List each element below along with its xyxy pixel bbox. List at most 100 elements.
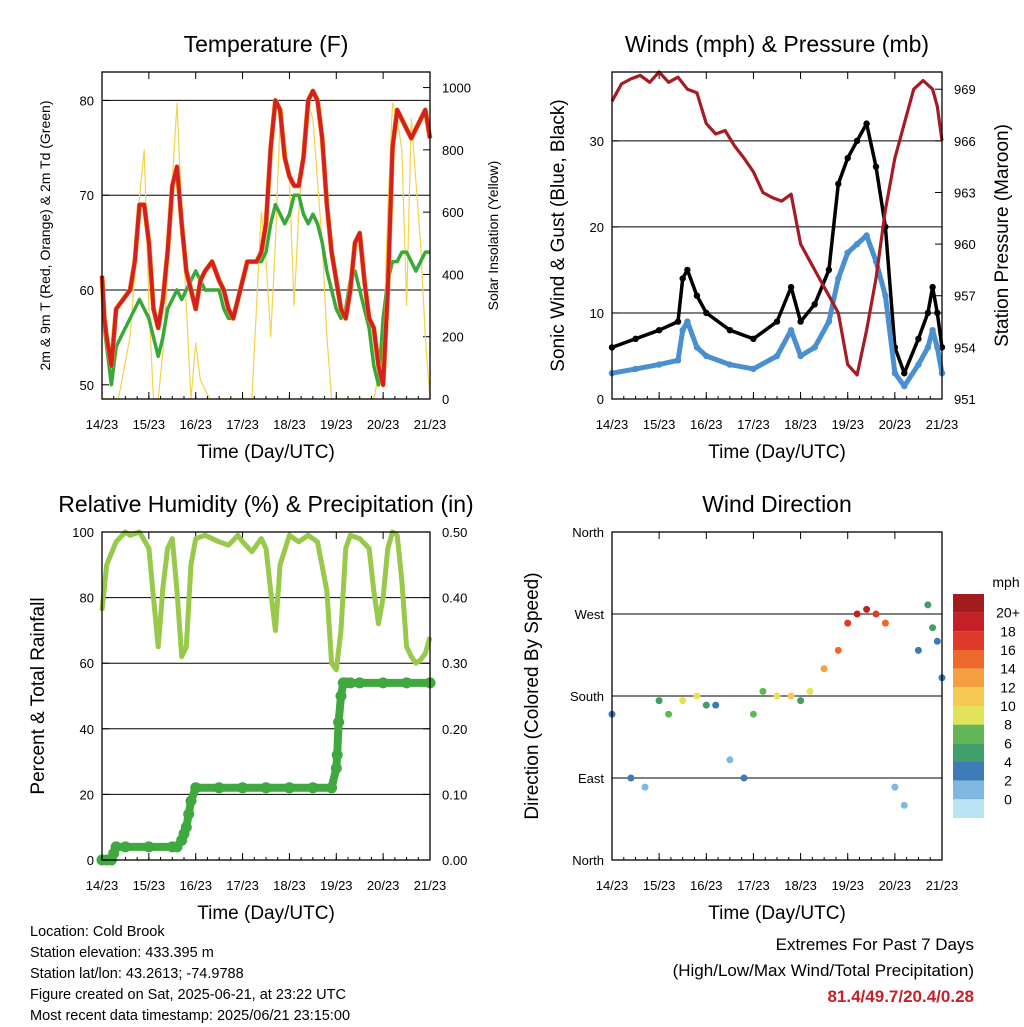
x-tick-label: 20/23 [879, 417, 912, 432]
station-elevation: Station elevation: 433.395 m [30, 945, 214, 961]
x-tick-label: 17/23 [226, 417, 259, 432]
series-wind [611, 233, 945, 389]
direction-point [787, 692, 795, 700]
y-tick-label: 60 [80, 656, 94, 671]
x-tick-label: 17/23 [737, 417, 770, 432]
x-axis-label: Time (Day/UTC) [708, 903, 846, 924]
x-tick-label: 14/23 [596, 417, 629, 432]
y-axis-label: 2m & 9m T (Red, Orange) & 2m Td (Green) [37, 101, 53, 371]
station-latlon: Station lat/lon: 43.2613; -74.9788 [30, 966, 244, 982]
y-tick-label: North [572, 525, 604, 540]
x-tick-label: 15/23 [133, 878, 166, 893]
rain-point [401, 677, 413, 689]
y-right-tick-label: 960 [954, 237, 976, 252]
colorbar-label: 8 [1004, 717, 1012, 733]
y-tick-label: North [572, 853, 604, 868]
direction-point [712, 701, 720, 709]
y-right-tick-label: 600 [442, 205, 464, 220]
direction-point [773, 692, 781, 700]
direction-point [834, 646, 842, 654]
direction-point [641, 783, 649, 791]
rain-point [260, 782, 272, 794]
y-right-tick-label: 966 [954, 134, 976, 149]
x-tick-label: 19/23 [831, 878, 864, 893]
extremes-subheading: (High/Low/Max Wind/Total Precipitation) [672, 961, 974, 980]
direction-point [872, 610, 880, 618]
colorbar-label: 2 [1004, 773, 1012, 789]
direction-point [702, 701, 710, 709]
x-tick-label: 18/23 [273, 878, 306, 893]
colorbar-swatch [953, 631, 984, 650]
colorbar-swatch [953, 668, 984, 688]
colorbar-label: 14 [1000, 661, 1016, 677]
direction-point [679, 697, 687, 705]
series-gust [611, 121, 944, 375]
y-right-tick-label: 1000 [442, 81, 471, 96]
direction-point [929, 624, 937, 632]
y-right-tick-label: 0.50 [442, 525, 467, 540]
colorbar-swatch [953, 594, 984, 613]
rain-point [377, 677, 389, 689]
x-tick-label: 19/23 [320, 417, 353, 432]
chart-panel-2: Winds (mph) & Pressure (mb) Time (Day/UTC… [548, 31, 1013, 463]
colorbar-label: 20+ [996, 605, 1020, 621]
y-tick-label: 0 [597, 392, 604, 407]
series-pressure [610, 70, 944, 377]
y-tick-label: 80 [80, 591, 94, 606]
colorbar-swatch [953, 780, 984, 800]
x-tick-label: 18/23 [784, 417, 817, 432]
rain-point [344, 677, 356, 689]
rain-point [213, 782, 225, 794]
colorbar-swatch [953, 650, 984, 669]
rain-point [183, 808, 195, 820]
station-location: Location: Cold Brook [30, 924, 165, 940]
direction-point [900, 801, 908, 809]
direction-point [749, 710, 757, 718]
direction-point [891, 783, 899, 791]
x-axis-label: Time (Day/UTC) [197, 442, 335, 463]
rain-point [237, 782, 249, 794]
colorbar-swatch [953, 743, 984, 762]
x-tick-label: 14/23 [86, 417, 119, 432]
direction-point [820, 665, 828, 673]
colorbar-swatch [953, 612, 984, 632]
plot-frame [101, 531, 431, 861]
plot-frame [611, 531, 943, 861]
chart-panel-3: Relative Humidity (%) & Precipitation (i… [28, 491, 474, 924]
colorbar-swatch [953, 706, 984, 725]
x-tick-label: 16/23 [690, 878, 723, 893]
y-tick-label: 20 [590, 220, 604, 235]
direction-point [797, 697, 805, 705]
y-right-tick-label: 0.20 [442, 722, 467, 737]
y-axis-label: Sonic Wind & Gust (Blue, Black) [548, 99, 569, 371]
y-tick-label: 30 [590, 134, 604, 149]
y-tick-label: 20 [80, 787, 94, 802]
y-tick-label: West [575, 607, 605, 622]
rain-point [180, 821, 192, 833]
x-tick-label: 18/23 [273, 417, 306, 432]
direction-point [844, 619, 852, 627]
x-tick-label: 19/23 [320, 878, 353, 893]
rain-point [330, 762, 342, 774]
extremes-values: 81.4/49.7/20.4/0.28 [827, 987, 974, 1006]
chart-title: Winds (mph) & Pressure (mb) [625, 31, 929, 57]
speed-colorbar: mph 20+ 18 16 14 12 10 8 6 4 2 0 [953, 574, 1020, 818]
figure-created: Figure created on Sat, 2025-06-21, at 23… [30, 987, 346, 1003]
x-axis-label: Time (Day/UTC) [708, 442, 846, 463]
x-tick-label: 21/23 [414, 417, 447, 432]
direction-point [933, 637, 941, 645]
rain-point [333, 716, 345, 728]
colorbar-label: 0 [1004, 791, 1012, 807]
direction-point [914, 646, 922, 654]
series-total-rainfall [102, 678, 430, 864]
y-right-tick-label: 951 [954, 392, 976, 407]
direction-point [853, 610, 861, 618]
rain-point [326, 782, 338, 794]
x-tick-label: 20/23 [879, 878, 912, 893]
x-tick-label: 20/23 [367, 417, 400, 432]
direction-point [665, 710, 673, 718]
rain-point [119, 841, 131, 853]
chart-title: Relative Humidity (%) & Precipitation (i… [58, 491, 473, 517]
y-right-tick-label: 0 [442, 392, 449, 407]
